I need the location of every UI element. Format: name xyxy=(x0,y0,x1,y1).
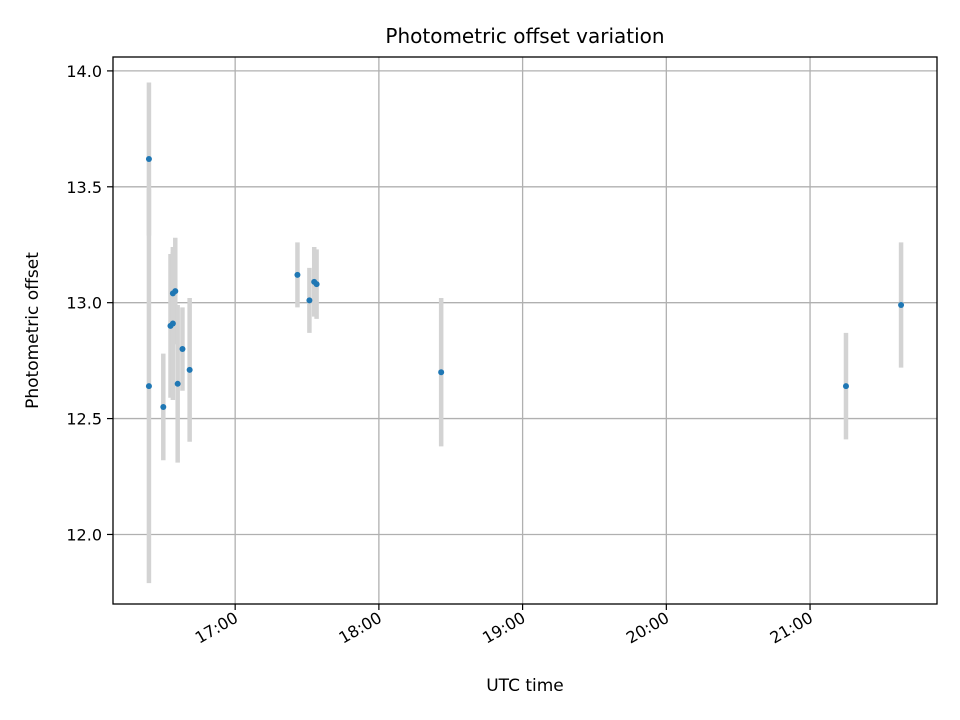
data-point xyxy=(186,366,193,373)
y-axis-title: Photometric offset xyxy=(23,252,43,409)
grid xyxy=(113,57,937,604)
data-point xyxy=(294,271,301,278)
data-point xyxy=(842,383,849,390)
data-point xyxy=(179,346,186,353)
data-point xyxy=(898,302,905,309)
data-point xyxy=(169,320,176,327)
data-point xyxy=(145,155,152,162)
chart-title: Photometric offset variation xyxy=(385,24,664,48)
data-point xyxy=(306,297,313,304)
data-point xyxy=(174,380,181,387)
data-point xyxy=(438,369,445,376)
data-point xyxy=(160,403,167,410)
y-tick-label: 12.0 xyxy=(66,525,102,544)
y-tick-label: 13.0 xyxy=(66,294,102,313)
data-points xyxy=(145,155,905,410)
y-tick-label: 14.0 xyxy=(66,62,102,81)
data-point xyxy=(313,281,320,288)
x-axis-title: UTC time xyxy=(486,676,564,696)
y-tick-label: 13.5 xyxy=(66,178,102,197)
data-point xyxy=(172,288,179,295)
data-point xyxy=(145,383,152,390)
plot-area-frame xyxy=(112,56,938,605)
y-tick-label: 12.5 xyxy=(66,410,102,429)
